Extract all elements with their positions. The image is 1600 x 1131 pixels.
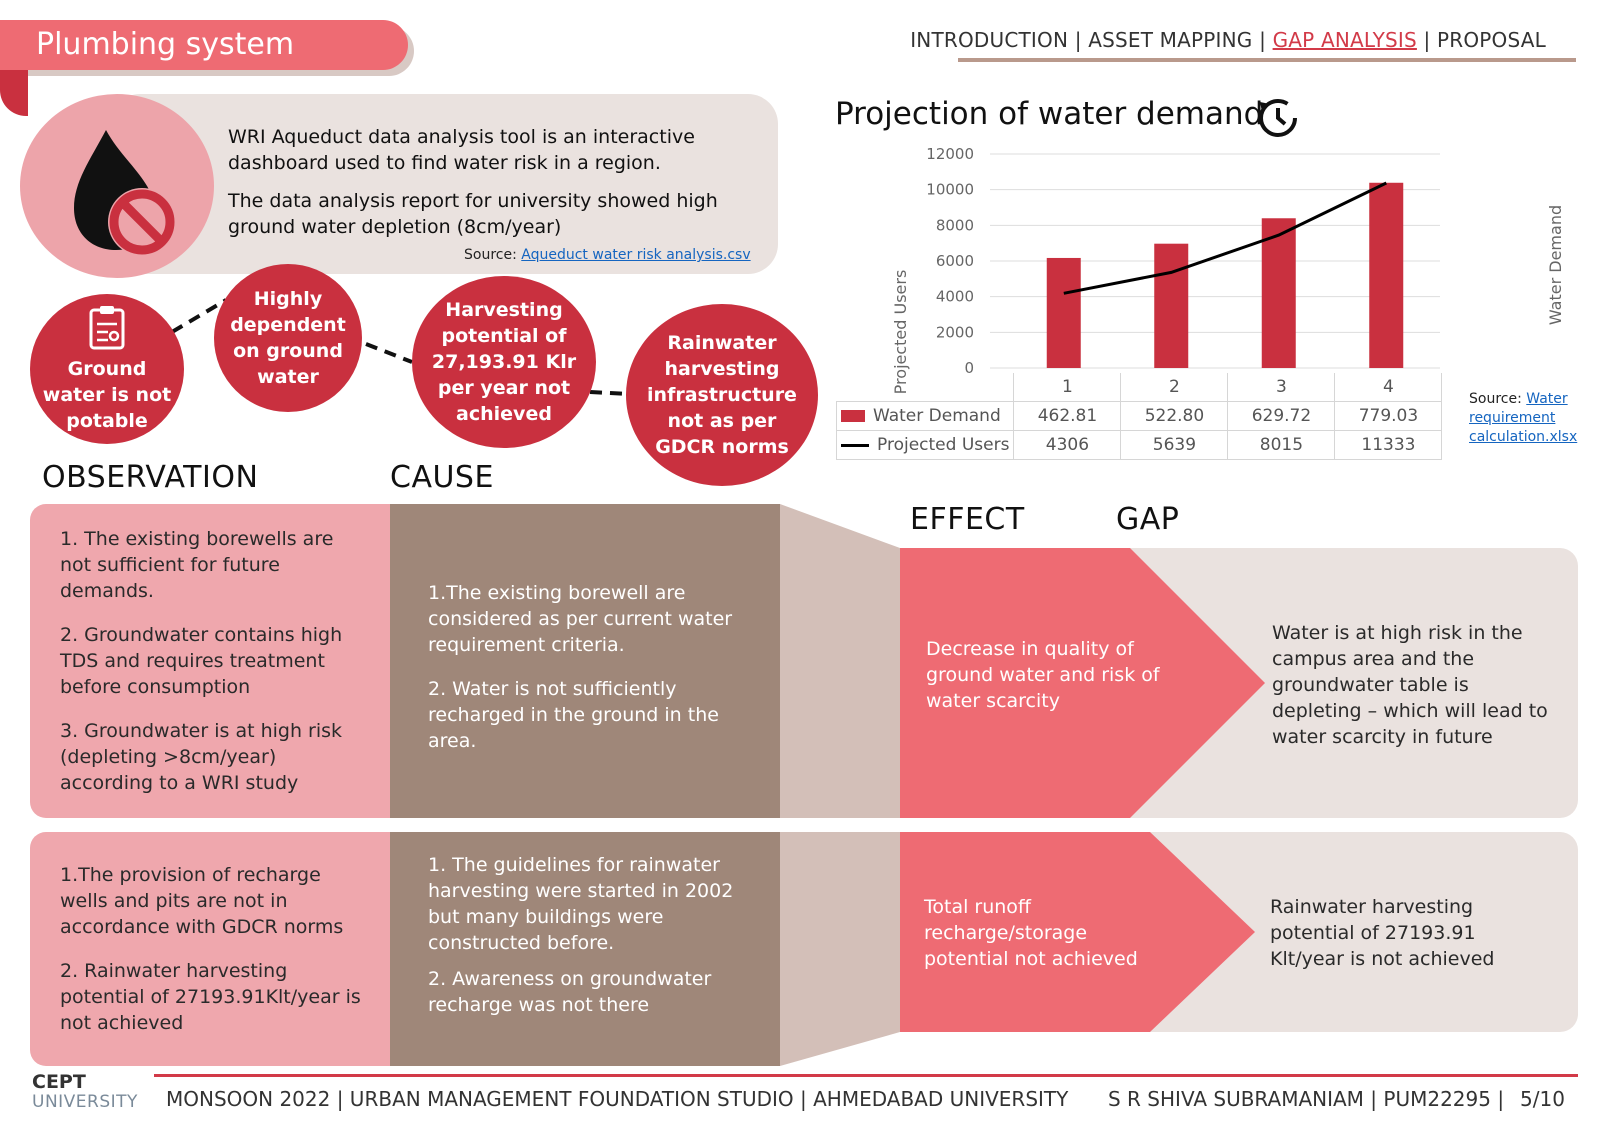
- circle-dependent-ground-water: Highly dependent on ground water: [214, 264, 362, 412]
- row-1-funnel: [780, 504, 900, 818]
- chart-legend-entry: Water Demand: [835, 401, 1015, 431]
- info-text: WRI Aqueduct data analysis tool is an in…: [228, 124, 768, 252]
- chart-category-label: 4: [1334, 373, 1443, 402]
- chart-line-projected-users: [1063, 181, 1387, 295]
- row-1-gap: Water is at high risk in the campus area…: [1272, 622, 1548, 748]
- nav-underline: [958, 58, 1576, 62]
- chart-table-value: 629.72: [1227, 401, 1336, 431]
- page-title: Plumbing system: [0, 20, 408, 70]
- aqueduct-source-link[interactable]: Aqueduct water risk analysis.csv: [521, 247, 751, 263]
- chart-legend-entry: Projected Users: [835, 430, 1015, 460]
- chart-bar-water-demand: [1369, 182, 1404, 368]
- top-navigation: INTRODUCTION | ASSET MAPPING | GAP ANALY…: [910, 28, 1546, 52]
- chart-table-value: 4306: [1013, 430, 1122, 460]
- clipboard-icon: [89, 306, 125, 350]
- chart-category-label: 1: [1013, 373, 1122, 402]
- nav-gap-analysis[interactable]: GAP ANALYSIS: [1272, 28, 1417, 52]
- chart-data-table: 1 2 3 4 Water Demand 462.81 522.80 629.72 779.03…: [835, 373, 1450, 460]
- chart-category-label: 3: [1227, 373, 1336, 402]
- circle-connectors: [170, 298, 631, 396]
- row-2-observation: 1.The provision of recharge wells and pi…: [30, 832, 390, 1066]
- nav-introduction[interactable]: INTRODUCTION: [910, 28, 1069, 52]
- chart-category-label: 2: [1120, 373, 1229, 402]
- chart-table-value: 522.80: [1120, 401, 1229, 431]
- chart-title: Projection of water demand: [835, 96, 1264, 132]
- chart-bar-water-demand: [1046, 257, 1081, 368]
- row-2-funnel: [780, 832, 900, 1066]
- row-2-effect-arrow: [900, 832, 1255, 1032]
- nav-asset-mapping[interactable]: ASSET MAPPING: [1088, 28, 1253, 52]
- cept-logo: CEPT UNIVERSITY: [32, 1071, 138, 1112]
- chart-left-tick-label: 2000: [936, 323, 974, 341]
- nav-proposal[interactable]: PROPOSAL: [1437, 28, 1546, 52]
- chart-table-value: 779.03: [1334, 401, 1443, 431]
- row-2-cause: 1. The guidelines for rainwater harvesti…: [390, 832, 780, 1066]
- chart-table-value: 462.81: [1013, 401, 1122, 431]
- chart-ylabel-right-text: Water Demand: [1546, 205, 1565, 325]
- row-1-effect: Decrease in quality of ground water and …: [926, 638, 1160, 712]
- footer-page-number: 5/10: [1520, 1087, 1565, 1111]
- chart-table-value: 8015: [1227, 430, 1336, 460]
- footer-line: [154, 1074, 1578, 1077]
- water-requirement-source-link[interactable]: Water requirement calculation.xlsx: [1469, 391, 1578, 445]
- legend-bar-swatch: [841, 410, 865, 422]
- row-1-cause: 1.The existing borewell are considered a…: [390, 504, 780, 818]
- chart-left-tick-label: 8000: [936, 216, 974, 234]
- info-source: Source: Aqueduct water risk analysis.csv: [464, 247, 751, 263]
- chart-bar-water-demand: [1261, 218, 1296, 368]
- circle-harvesting-potential: Harvesting potential of 27,193.91 Klr pe…: [412, 276, 596, 448]
- no-water-drop-icon: [74, 130, 176, 256]
- info-line-1: WRI Aqueduct data analysis tool is an in…: [228, 126, 695, 174]
- chart-bar-water-demand: [1154, 243, 1189, 368]
- gap-heading: GAP: [1116, 502, 1180, 537]
- info-box: [110, 94, 778, 274]
- clock-refresh-icon: [1259, 99, 1297, 137]
- info-line-2: The data analysis report for university …: [228, 190, 718, 238]
- legend-line-swatch: [841, 443, 869, 447]
- effect-heading: EFFECT: [910, 502, 1025, 537]
- row-1-effect-arrow: [900, 548, 1265, 818]
- row-2-gap: Rainwater harvesting potential of 27193.…: [1270, 896, 1495, 970]
- circle-ground-water-not-potable: Ground water is not potable: [30, 294, 184, 444]
- chart-table-value: 5639: [1120, 430, 1229, 460]
- chart-left-tick-label: 0: [964, 359, 974, 377]
- chart-left-tick-label: 6000: [936, 252, 974, 270]
- observation-heading: OBSERVATION: [42, 460, 259, 495]
- no-water-icon-circle: [20, 94, 214, 278]
- circle-rainwater-infrastructure: Rainwater harvesting infrastructure not …: [626, 304, 818, 486]
- footer-course: MONSOON 2022 | URBAN MANAGEMENT FOUNDATI…: [166, 1087, 1069, 1111]
- chart-ylabel-right-wrap: Water Demand: [1546, 205, 1565, 325]
- chart-left-tick-label: 10000: [926, 181, 974, 199]
- chart-left-tick-label: 12000: [926, 145, 974, 163]
- chart-table-value: 11333: [1334, 430, 1443, 460]
- chart-left-tick-label: 4000: [936, 288, 974, 306]
- row-1-observation: 1. The existing borewells are not suffic…: [30, 504, 390, 818]
- cause-heading: CAUSE: [390, 460, 494, 495]
- chart-source: Source: Water requirement calculation.xl…: [1469, 391, 1578, 445]
- chart-ylabel-left: Projected Users: [891, 270, 910, 395]
- row-2-effect: Total runoff recharge/storage potential …: [924, 896, 1138, 970]
- footer-author: S R SHIVA SUBRAMANIAM | PUM22295 |: [1108, 1087, 1505, 1111]
